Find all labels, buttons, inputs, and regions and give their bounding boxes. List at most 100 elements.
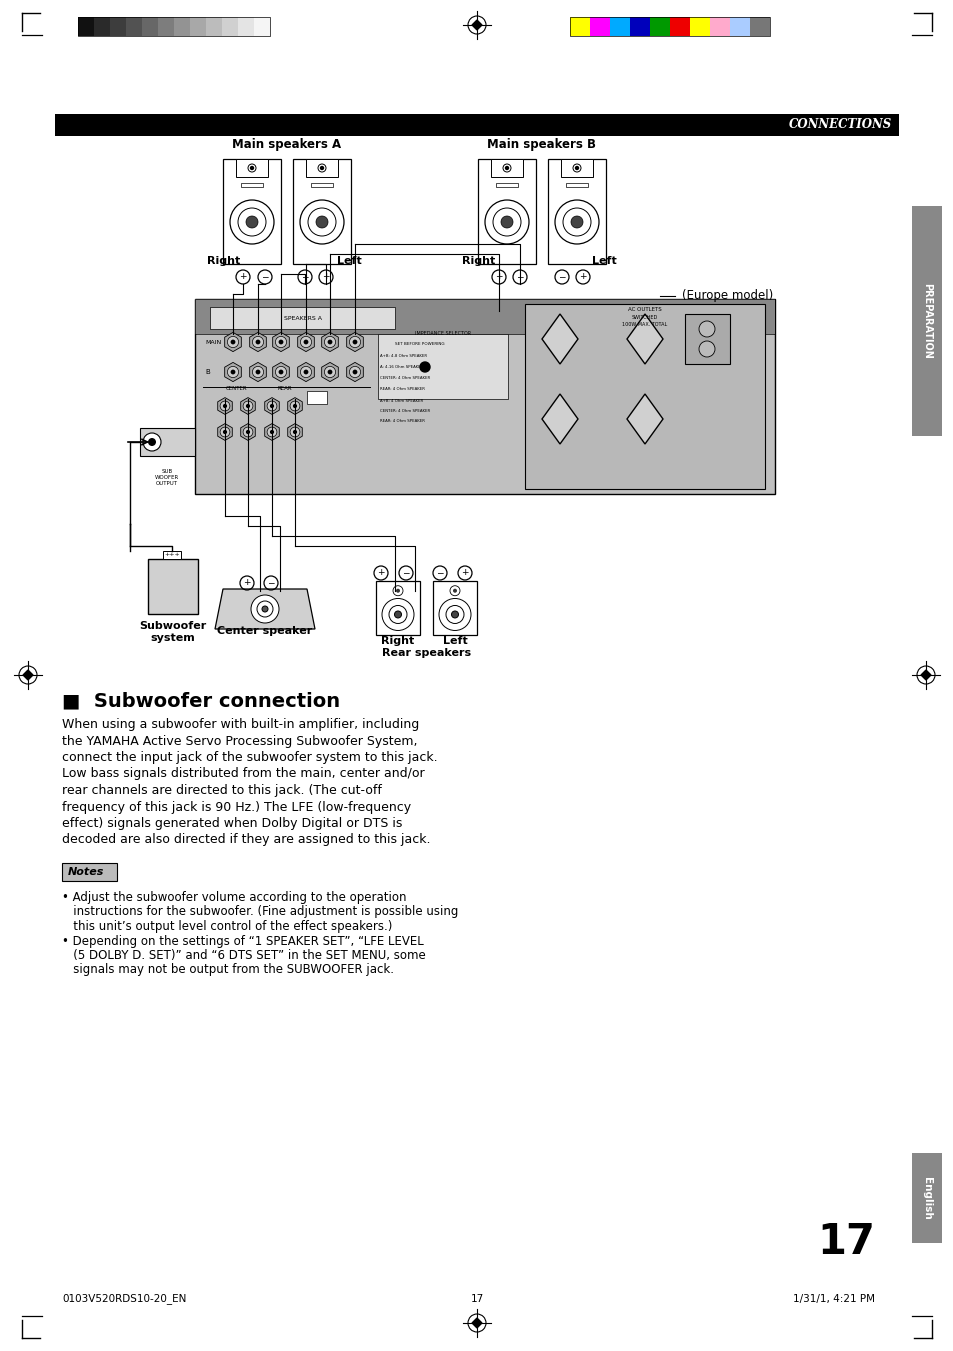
Bar <box>729 18 749 36</box>
Circle shape <box>246 430 250 434</box>
Circle shape <box>300 366 312 377</box>
Text: +: + <box>495 272 502 281</box>
Bar <box>222 18 237 36</box>
Text: CENTER: 4 Ohm SPEAKER: CENTER: 4 Ohm SPEAKER <box>379 409 430 413</box>
Bar <box>190 18 206 36</box>
Text: (Europe model): (Europe model) <box>681 289 773 303</box>
Bar <box>253 18 270 36</box>
Text: When using a subwoofer with built-in amplifier, including: When using a subwoofer with built-in amp… <box>62 717 418 731</box>
Text: 1/31/1, 4:21 PM: 1/31/1, 4:21 PM <box>792 1294 874 1304</box>
Circle shape <box>293 404 296 408</box>
Bar <box>669 18 689 36</box>
Bar <box>140 428 194 457</box>
Polygon shape <box>217 397 232 415</box>
Bar <box>311 182 333 186</box>
Bar <box>210 307 395 330</box>
Text: −: − <box>402 567 410 577</box>
Polygon shape <box>321 362 338 381</box>
Bar <box>194 299 774 494</box>
Text: −: − <box>267 578 274 586</box>
Bar <box>142 18 158 36</box>
Polygon shape <box>225 362 241 381</box>
Polygon shape <box>273 362 289 381</box>
Circle shape <box>223 430 227 434</box>
Bar <box>126 18 142 36</box>
Circle shape <box>484 200 529 245</box>
Circle shape <box>253 366 263 377</box>
Circle shape <box>395 589 399 593</box>
Circle shape <box>562 208 590 236</box>
Circle shape <box>275 336 286 347</box>
Text: Right: Right <box>461 255 495 266</box>
Bar <box>565 182 588 186</box>
Circle shape <box>446 605 463 623</box>
Bar <box>433 581 476 635</box>
Polygon shape <box>321 332 338 351</box>
Polygon shape <box>626 394 662 444</box>
Circle shape <box>278 339 283 345</box>
Polygon shape <box>264 424 279 440</box>
Bar <box>477 159 536 263</box>
Circle shape <box>256 601 273 617</box>
Circle shape <box>349 366 360 377</box>
Circle shape <box>275 366 286 377</box>
Circle shape <box>493 208 520 236</box>
Text: PREPARATION: PREPARATION <box>921 284 931 359</box>
Polygon shape <box>297 362 314 381</box>
Text: instructions for the subwoofer. (Fine adjustment is possible using: instructions for the subwoofer. (Fine ad… <box>62 905 457 919</box>
Bar <box>78 18 94 36</box>
Circle shape <box>290 427 299 436</box>
Bar <box>307 390 327 404</box>
Circle shape <box>555 200 598 245</box>
Text: A+B: 4 Ohm SPEAKER: A+B: 4 Ohm SPEAKER <box>379 399 423 403</box>
Text: A+B: 4-8 Ohm SPEAKER: A+B: 4-8 Ohm SPEAKER <box>379 354 427 358</box>
Polygon shape <box>297 332 314 351</box>
Text: A: 4-16 Ohm SPEAKER: A: 4-16 Ohm SPEAKER <box>379 365 423 369</box>
Circle shape <box>315 216 328 228</box>
Circle shape <box>251 594 278 623</box>
Text: English: English <box>921 1177 931 1220</box>
Polygon shape <box>346 362 363 381</box>
Text: Left: Left <box>336 255 361 266</box>
Circle shape <box>303 370 308 374</box>
Text: −: − <box>436 567 443 577</box>
Circle shape <box>231 339 235 345</box>
Bar <box>629 18 649 36</box>
Bar <box>94 18 110 36</box>
Text: Subwoofer
system: Subwoofer system <box>139 621 207 643</box>
Text: • Adjust the subwoofer volume according to the operation: • Adjust the subwoofer volume according … <box>62 892 406 904</box>
Circle shape <box>308 208 335 236</box>
Text: 17: 17 <box>816 1221 874 1263</box>
Polygon shape <box>541 394 578 444</box>
Bar <box>293 159 351 263</box>
Circle shape <box>267 401 276 411</box>
Circle shape <box>395 611 401 617</box>
Bar <box>496 182 517 186</box>
Text: −: − <box>301 272 309 281</box>
Circle shape <box>327 370 332 374</box>
Text: MAIN: MAIN <box>205 339 221 345</box>
Bar <box>110 18 126 36</box>
Bar <box>689 18 709 36</box>
Circle shape <box>246 216 257 228</box>
Text: SWITCHED: SWITCHED <box>631 315 658 320</box>
Text: Center speaker: Center speaker <box>217 626 313 636</box>
Circle shape <box>451 611 458 617</box>
Circle shape <box>255 370 260 374</box>
Text: +++: +++ <box>164 553 180 558</box>
Bar <box>547 159 605 263</box>
Bar <box>194 299 774 334</box>
Polygon shape <box>264 397 279 415</box>
Bar <box>173 18 190 36</box>
Circle shape <box>223 404 227 408</box>
Polygon shape <box>472 1319 481 1328</box>
Circle shape <box>243 427 253 436</box>
Bar <box>375 581 419 635</box>
Circle shape <box>353 339 357 345</box>
Text: SUB
WOOFER
OUTPUT: SUB WOOFER OUTPUT <box>154 469 179 485</box>
Circle shape <box>327 339 332 345</box>
Bar <box>306 159 337 177</box>
Text: 100W MAX. TOTAL: 100W MAX. TOTAL <box>621 322 667 327</box>
Text: this unit’s output level control of the effect speakers.): this unit’s output level control of the … <box>62 920 392 934</box>
Bar <box>148 559 198 613</box>
